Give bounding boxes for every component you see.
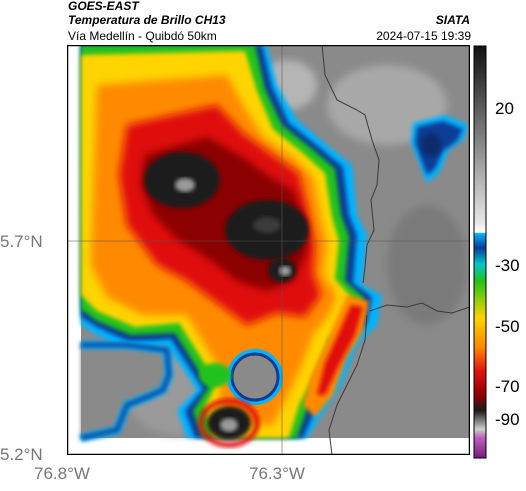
brand-label: SIATA xyxy=(435,13,470,27)
datetime-label: 2024-07-15 19:39 xyxy=(376,29,471,43)
colorbar-label-20: 20 xyxy=(495,99,514,118)
product-title: Temperatura de Brillo CH13 xyxy=(68,13,226,27)
border-line-south xyxy=(328,314,368,455)
latitude-label-south: 5.2°N xyxy=(0,445,43,464)
region-label: Vía Medellín - Quibdó 50km xyxy=(68,29,217,43)
satellite-title: GOES-EAST xyxy=(68,0,139,13)
satellite-map xyxy=(67,45,470,455)
map-frame xyxy=(67,45,470,455)
border-line-east xyxy=(369,302,470,314)
border-line-north xyxy=(321,45,380,284)
colorbar xyxy=(473,45,487,459)
longitude-label-east: 76.3°W xyxy=(249,464,305,483)
longitude-label-west: 76.8°W xyxy=(34,464,90,483)
isolated-cloud-east xyxy=(411,115,469,183)
latitude-label-north: 5.7°N xyxy=(0,232,43,251)
colorbar-gradient xyxy=(473,45,487,459)
colorbar-label-minus90: -90 xyxy=(495,410,520,429)
colorbar-label-minus30: -30 xyxy=(495,256,520,275)
colorbar-label-minus50: -50 xyxy=(495,317,520,336)
colorbar-label-minus70: -70 xyxy=(495,377,520,396)
storm-system xyxy=(80,45,382,448)
